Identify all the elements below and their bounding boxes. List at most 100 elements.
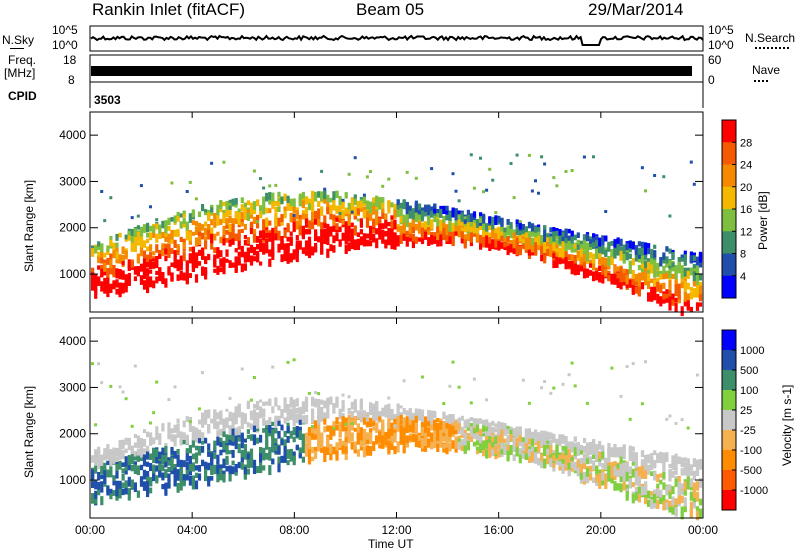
data-cell	[662, 459, 666, 467]
data-cell	[555, 446, 559, 456]
data-cell	[298, 214, 302, 220]
data-cell	[555, 455, 559, 464]
data-cell	[369, 438, 373, 445]
data-cell	[659, 458, 663, 464]
data-cell	[695, 481, 700, 491]
data-cell	[301, 406, 305, 415]
data-cell	[152, 439, 156, 445]
data-cell	[414, 236, 418, 244]
data-cell	[246, 434, 250, 439]
data-cell	[222, 442, 226, 450]
data-cell	[262, 411, 266, 418]
data-cell	[390, 443, 394, 450]
data-cell	[698, 293, 703, 302]
data-cell	[341, 422, 345, 432]
data-cell	[674, 476, 678, 481]
data-cell	[601, 274, 605, 284]
data-cell	[149, 225, 153, 232]
data-cell	[436, 431, 440, 441]
data-cell	[243, 467, 247, 475]
data-cell	[408, 234, 412, 242]
data-cell	[527, 231, 532, 238]
data-cell	[372, 218, 376, 228]
data-cell	[689, 478, 693, 488]
data-cell	[323, 234, 327, 244]
data-cell	[549, 432, 553, 440]
data-cell	[240, 442, 244, 449]
data-cell	[292, 198, 296, 208]
data-cell	[317, 443, 321, 452]
data-cell	[427, 216, 431, 221]
data-cell	[451, 425, 455, 435]
data-cell	[671, 455, 675, 465]
data-cell	[332, 421, 336, 431]
data-cell	[146, 449, 150, 460]
data-cell	[341, 198, 345, 202]
data-cell	[445, 224, 449, 231]
data-cell	[268, 237, 272, 242]
data-cell	[216, 421, 220, 430]
data-cell	[283, 417, 287, 424]
data-cell	[356, 423, 360, 433]
data-cell	[130, 450, 134, 457]
data-cell	[100, 481, 104, 487]
data-cell	[564, 251, 568, 259]
data-cell	[283, 229, 287, 239]
data-cell	[485, 445, 489, 454]
data-cell	[543, 225, 547, 235]
data-cell	[436, 209, 440, 217]
data-cell	[442, 227, 446, 237]
data-cell	[295, 398, 299, 407]
data-cell	[142, 269, 147, 279]
data-cell	[698, 262, 703, 268]
data-cell	[268, 250, 272, 257]
data-cell	[485, 426, 489, 432]
data-cell	[668, 265, 672, 273]
data-cell	[668, 504, 672, 513]
data-cell	[680, 254, 684, 261]
data-cell	[304, 432, 309, 443]
data-cell	[647, 273, 651, 283]
data-cell	[234, 427, 238, 436]
data-cell	[124, 250, 128, 257]
data-cell	[344, 442, 348, 447]
data-cell	[396, 421, 400, 430]
data-cell	[112, 456, 116, 464]
data-cell	[576, 264, 580, 274]
data-cell	[133, 442, 137, 448]
data-cell	[445, 428, 449, 438]
data-cell	[628, 478, 632, 486]
data-cell	[625, 283, 629, 289]
data-cell	[338, 411, 342, 420]
data-cell	[521, 378, 525, 382]
data-cell	[479, 418, 483, 424]
data-cell	[622, 480, 626, 491]
data-cell	[185, 469, 189, 475]
data-cell	[393, 446, 397, 455]
data-cell	[622, 244, 626, 254]
data-cell	[689, 501, 693, 511]
data-cell	[149, 232, 153, 241]
data-cell	[427, 209, 431, 216]
data-cell	[457, 214, 461, 219]
data-cell	[439, 422, 443, 429]
data-cell	[408, 424, 412, 432]
data-cell	[191, 439, 195, 448]
data-cell	[622, 274, 626, 282]
data-cell	[204, 416, 208, 425]
data-cell	[680, 418, 684, 422]
data-cell	[94, 281, 98, 287]
data-cell	[222, 160, 226, 164]
data-cell	[472, 421, 477, 428]
data-cell	[665, 485, 669, 491]
data-cell	[124, 456, 128, 466]
data-cell	[347, 427, 351, 433]
data-cell	[234, 262, 238, 272]
data-cell	[598, 452, 602, 459]
data-cell	[286, 236, 290, 242]
data-cell	[537, 459, 541, 466]
data-cell	[549, 460, 553, 465]
data-cell	[240, 432, 244, 443]
data-cell	[170, 464, 174, 471]
data-cell	[320, 169, 324, 173]
